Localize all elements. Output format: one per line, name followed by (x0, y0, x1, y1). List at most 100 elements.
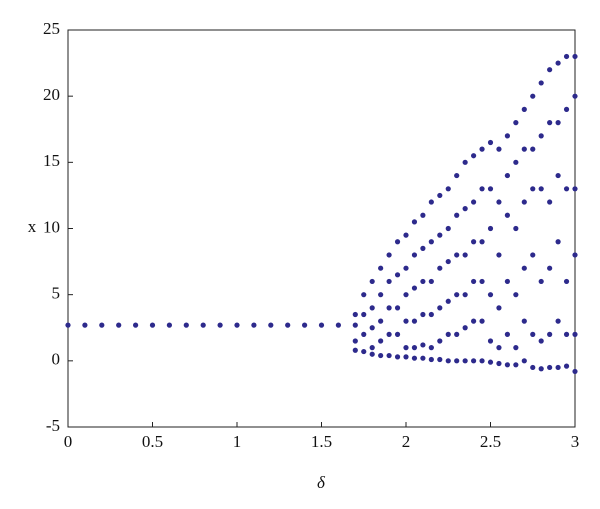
point (445, 258, 451, 265)
x-tick-label: 3 (571, 432, 580, 451)
point (133, 322, 139, 328)
point (572, 252, 578, 258)
point (454, 172, 460, 179)
point (471, 199, 477, 205)
point (487, 139, 494, 146)
point (403, 292, 409, 298)
point (563, 106, 570, 112)
point (563, 186, 570, 192)
point (116, 322, 122, 328)
point (563, 278, 570, 285)
point (428, 345, 434, 351)
point (496, 199, 502, 205)
point (437, 338, 443, 344)
point (479, 239, 485, 245)
point (420, 212, 426, 218)
point (555, 60, 561, 66)
point (411, 252, 418, 258)
plot-frame (67, 29, 576, 428)
point (530, 252, 536, 258)
point (378, 292, 384, 298)
point (420, 245, 426, 251)
y-tick-label: 15 (43, 151, 60, 170)
point (538, 278, 544, 285)
point (563, 363, 570, 369)
point (454, 331, 460, 337)
point (445, 331, 451, 337)
point (496, 360, 502, 367)
point (361, 311, 367, 318)
point (504, 212, 510, 218)
point (504, 362, 510, 368)
point (521, 146, 527, 152)
point (99, 322, 105, 328)
y-tick-label: 20 (43, 85, 60, 104)
point (479, 186, 485, 192)
point (572, 186, 578, 192)
point (369, 345, 375, 351)
point (538, 366, 544, 372)
y-tick-label: -5 (46, 416, 60, 435)
x-tick-label: 0.5 (142, 432, 163, 451)
point (386, 352, 392, 359)
point (555, 239, 561, 245)
point (352, 347, 358, 353)
point (572, 93, 578, 99)
point (285, 322, 291, 328)
point (538, 186, 544, 192)
point (487, 225, 494, 232)
point (530, 364, 536, 371)
point (386, 278, 392, 285)
point (513, 120, 519, 126)
point (496, 305, 502, 311)
point (251, 322, 257, 328)
point (361, 348, 367, 355)
point (513, 362, 519, 368)
point (428, 278, 434, 285)
point (411, 345, 418, 351)
point (479, 146, 485, 152)
point (302, 322, 308, 328)
point (471, 278, 477, 285)
point (420, 355, 426, 361)
point (217, 322, 223, 328)
y-tick-label: 5 (52, 284, 61, 303)
point (479, 318, 485, 324)
point (352, 311, 358, 318)
point (403, 318, 409, 324)
point (496, 146, 502, 152)
point (454, 292, 460, 298)
point (378, 318, 384, 324)
point (521, 265, 527, 271)
point (335, 322, 341, 328)
point (437, 305, 443, 311)
point (547, 265, 553, 271)
point (563, 53, 570, 60)
y-tick-label: 10 (43, 217, 60, 236)
point (403, 354, 409, 360)
point (394, 354, 401, 360)
point (572, 368, 578, 375)
point (504, 172, 510, 179)
point (428, 356, 434, 363)
point (471, 318, 477, 324)
point (183, 322, 189, 328)
point (513, 225, 519, 232)
point (530, 93, 536, 99)
x-tick-label: 2.5 (480, 432, 501, 451)
point (369, 305, 375, 311)
point (428, 311, 434, 318)
point (403, 265, 409, 271)
point (462, 325, 468, 331)
y-axis-label: x (28, 217, 37, 236)
point (547, 199, 553, 205)
point (149, 322, 156, 328)
point (445, 358, 451, 364)
point (462, 159, 468, 165)
point (352, 338, 358, 344)
point (504, 133, 510, 139)
point (411, 219, 418, 225)
point (479, 278, 485, 285)
point (513, 345, 519, 351)
point (521, 199, 527, 205)
